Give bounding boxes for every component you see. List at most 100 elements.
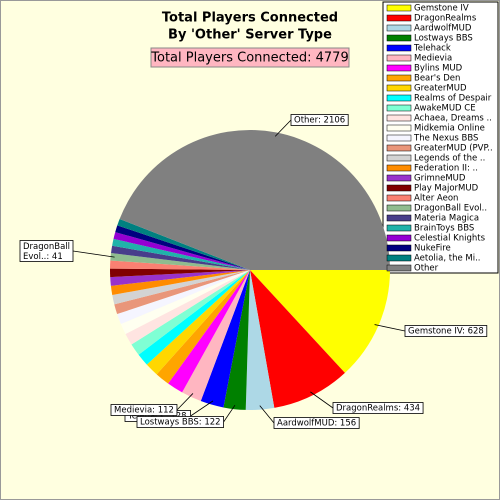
legend-swatch bbox=[386, 14, 412, 22]
legend-label: Bear's Den bbox=[414, 74, 460, 84]
data-label-group: DragonRealms: 434 bbox=[310, 391, 424, 414]
pie-slice bbox=[146, 270, 250, 375]
data-label-box bbox=[19, 240, 74, 262]
legend-swatch bbox=[386, 154, 412, 162]
legend-label: GreaterMUD bbox=[414, 84, 467, 94]
pie-slice bbox=[168, 270, 250, 393]
legend-swatch bbox=[386, 124, 412, 132]
data-label-box bbox=[110, 404, 178, 416]
data-label: Gemstone IV: 628 bbox=[408, 327, 484, 337]
pie-slice bbox=[131, 270, 250, 355]
pie-slice bbox=[110, 260, 250, 270]
pie-slice bbox=[200, 270, 250, 408]
legend-label: Celestial Knights bbox=[414, 234, 486, 244]
pie-slice bbox=[250, 270, 345, 408]
data-label-box bbox=[404, 325, 488, 337]
legend-swatch bbox=[386, 94, 412, 102]
legend-label: AardwolfMUD bbox=[414, 24, 472, 34]
legend-label: Realms of Despair bbox=[414, 94, 492, 104]
legend-label: The Nexus BBS bbox=[413, 134, 478, 144]
total-label: Total Players Connected: 4779 bbox=[150, 51, 348, 66]
legend-swatch bbox=[386, 24, 412, 32]
pie-slice bbox=[138, 270, 250, 365]
legend-swatch bbox=[386, 214, 412, 222]
legend-swatch bbox=[386, 184, 412, 192]
legend-label: Materia Magica bbox=[414, 214, 479, 224]
leader-line bbox=[223, 404, 236, 423]
legend-swatch bbox=[386, 104, 412, 112]
legend-label: Federation II: .. bbox=[414, 164, 478, 174]
leader-line bbox=[72, 250, 115, 258]
legend-swatch bbox=[386, 194, 412, 202]
legend-swatch bbox=[386, 114, 412, 122]
legend-label: DragonBall Evol.. bbox=[414, 204, 487, 214]
legend-label: DragonRealms bbox=[414, 14, 477, 24]
data-label-group: AardwolfMUD: 156 bbox=[259, 405, 360, 429]
legend-label: Aetolia, the Mi.. bbox=[414, 254, 481, 264]
leader-line bbox=[176, 393, 194, 411]
pie-slice bbox=[117, 270, 250, 325]
chart-subtitle: By 'Other' Server Type bbox=[168, 28, 332, 43]
legend-swatch bbox=[386, 234, 412, 242]
pie-slice bbox=[250, 270, 390, 373]
data-label: DragonRealms: 434 bbox=[336, 404, 420, 414]
pie-slice bbox=[182, 270, 250, 402]
legend-swatch bbox=[386, 164, 412, 172]
pie-slice bbox=[110, 253, 250, 270]
legend-swatch bbox=[386, 174, 412, 182]
pie-slice bbox=[110, 268, 250, 278]
data-label: Medievia: 112 bbox=[114, 406, 174, 416]
total-box bbox=[150, 47, 350, 68]
legend-label: BrainToys BBS bbox=[414, 224, 474, 234]
legend-label: Midkemia Online bbox=[414, 124, 485, 134]
leader-line bbox=[374, 324, 406, 332]
leader-line bbox=[259, 405, 275, 424]
legend-swatch bbox=[386, 144, 412, 152]
data-label: AardwolfMUD: 156 bbox=[277, 419, 356, 429]
pie-slice bbox=[110, 270, 250, 295]
legend-label: Telehack bbox=[413, 44, 451, 54]
pie-slice bbox=[156, 270, 250, 384]
data-label-group: DragonBall Evol..: 41 bbox=[19, 240, 115, 262]
leader-line bbox=[274, 119, 292, 137]
legend-label: GreaterMUD (PVP.. bbox=[414, 144, 493, 154]
pie-slice bbox=[125, 270, 250, 345]
data-label-line: Evol..: 41 bbox=[23, 252, 63, 262]
legend-label: Medievia bbox=[414, 54, 452, 64]
data-label-box bbox=[332, 402, 424, 414]
pie-slice bbox=[112, 238, 251, 270]
data-label-group: Medievia: 112 bbox=[110, 393, 194, 416]
legend-label: Legends of the .. bbox=[414, 154, 485, 164]
legend-swatch bbox=[386, 134, 412, 142]
legend-label: Alter Aeon bbox=[414, 194, 458, 204]
leader-line bbox=[190, 400, 214, 417]
data-label-group: Lostways BBS: 122 bbox=[136, 404, 236, 428]
data-label: DragonBall Evol..: 41 bbox=[23, 242, 70, 262]
legend-label: Achaea, Dreams .. bbox=[414, 114, 492, 124]
legend-swatch bbox=[386, 204, 412, 212]
legend-label: GrimneMUD bbox=[414, 174, 466, 184]
legend-swatch bbox=[386, 244, 412, 252]
data-label-box bbox=[136, 416, 224, 428]
pie-slice bbox=[111, 245, 250, 270]
legend-label: Gemstone IV bbox=[414, 4, 469, 14]
pie-slice bbox=[113, 232, 251, 270]
data-label-box bbox=[290, 114, 349, 126]
data-label-group: Gemstone IV: 628 bbox=[374, 324, 488, 337]
legend-swatch bbox=[386, 84, 412, 92]
legend-label: Other bbox=[414, 264, 439, 274]
data-label: Other: 2106 bbox=[294, 116, 345, 126]
pie-slice bbox=[110, 270, 250, 286]
data-label: Lostways BBS: 122 bbox=[140, 418, 221, 428]
pie-slice bbox=[114, 270, 250, 315]
legend-swatch bbox=[386, 64, 412, 72]
legend-label: Lostways BBS bbox=[414, 34, 473, 44]
legend-swatch bbox=[386, 264, 412, 272]
pie-slice bbox=[119, 129, 390, 270]
legend-swatch bbox=[386, 74, 412, 82]
legend-label: NukeFire bbox=[414, 244, 451, 254]
pie-slice bbox=[223, 270, 250, 410]
pie-slice bbox=[245, 270, 275, 410]
legend-label: Bylins MUD bbox=[414, 64, 463, 74]
